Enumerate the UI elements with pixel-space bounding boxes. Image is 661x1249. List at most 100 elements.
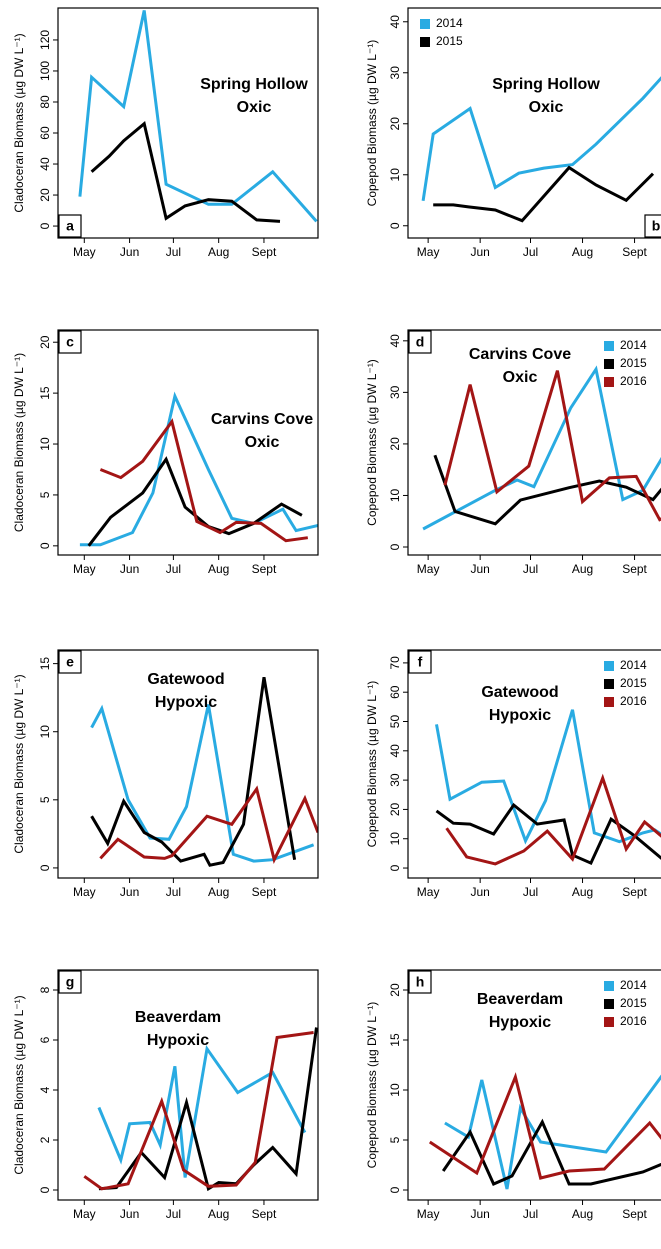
- data-line: [422, 365, 661, 531]
- panel-title: Oxic: [503, 369, 538, 386]
- panel-letter-box: [58, 970, 82, 994]
- panel-title: Carvins Cove: [469, 346, 571, 363]
- panel-title: Hypoxic: [155, 694, 217, 711]
- y-tick-label: 20: [38, 335, 52, 349]
- data-line: [444, 1074, 661, 1190]
- panel: 0 10 20 30 40 50 60 70 May Jun Jul Aug Sept Copepod B…: [365, 649, 661, 899]
- x-tick-label: Sept: [252, 1207, 277, 1221]
- x-tick-label: Aug: [208, 885, 229, 899]
- panel-title: Oxic: [529, 99, 564, 116]
- plot-frame: [407, 329, 661, 556]
- y-tick-label: 10: [388, 488, 402, 502]
- x-tick-label: Aug: [208, 1207, 229, 1221]
- panel-letter-box: [408, 330, 432, 354]
- panel-letter: e: [66, 654, 74, 670]
- x-tick-label: Sept: [622, 1207, 647, 1221]
- y-tick-label: 5: [38, 491, 52, 498]
- panel-title: Gatewood: [147, 671, 224, 688]
- x-tick-label: Sept: [622, 562, 647, 576]
- panel-title: Hypoxic: [489, 707, 551, 724]
- y-tick-label: 60: [38, 126, 52, 140]
- panel-letter-box: [58, 330, 82, 354]
- panel-title: Spring Hollow: [200, 76, 308, 93]
- x-tick-label: May: [73, 885, 96, 899]
- panel: 0 10 20 30 40 May Jun Jul Aug Sept Copepod Biomass…: [365, 329, 661, 576]
- panel-title: Oxic: [245, 434, 280, 451]
- data-line: [441, 1118, 661, 1186]
- x-tick-label: Sept: [622, 885, 647, 899]
- x-tick-label: Sept: [252, 885, 277, 899]
- panel-title: Carvins Cove: [211, 411, 313, 428]
- y-tick-label: 60: [388, 685, 402, 699]
- plot-frame: [407, 969, 661, 1201]
- x-tick-label: Aug: [208, 245, 229, 259]
- y-tick-label: 80: [38, 95, 52, 109]
- legend-swatch: [604, 1017, 614, 1027]
- x-tick-label: Jul: [523, 1207, 538, 1221]
- legend-swatch: [604, 981, 614, 991]
- data-line: [443, 370, 661, 522]
- y-tick-label: 6: [38, 1036, 52, 1043]
- data-line: [99, 785, 318, 865]
- y-tick-label: 20: [388, 117, 402, 131]
- legend-label: 2014: [620, 978, 647, 992]
- y-tick-label: 0: [38, 1186, 52, 1193]
- x-tick-label: Aug: [572, 885, 593, 899]
- y-tick-label: 20: [388, 437, 402, 451]
- x-tick-label: Jul: [166, 245, 181, 259]
- plot-frame: [407, 649, 661, 879]
- y-tick-label: 0: [388, 1186, 402, 1193]
- x-tick-label: May: [73, 245, 96, 259]
- x-tick-label: May: [417, 885, 440, 899]
- panel: 0 5 10 15 May Jun Jul Aug Sept Cladoceran Biomass…: [12, 649, 319, 899]
- legend-swatch: [604, 679, 614, 689]
- y-tick-label: 0: [38, 864, 52, 871]
- y-tick-label: 15: [388, 1033, 402, 1047]
- panel-title: Beaverdam: [135, 1009, 221, 1026]
- legend-label: 2014: [620, 658, 647, 672]
- plot-frame: [57, 969, 319, 1201]
- y-tick-label: 70: [388, 656, 402, 670]
- y-tick-label: 10: [388, 1083, 402, 1097]
- y-tick-label: 15: [38, 657, 52, 671]
- x-tick-label: Jun: [120, 885, 139, 899]
- y-tick-label: 40: [388, 15, 402, 29]
- y-tick-label: 8: [38, 986, 52, 993]
- data-line: [78, 10, 318, 223]
- y-axis-label: Copepod Biomass (µg DW L⁻¹): [365, 681, 379, 848]
- legend-label: 2016: [620, 694, 647, 708]
- data-line: [87, 456, 303, 547]
- x-tick-label: Jun: [470, 562, 489, 576]
- x-tick-label: Jul: [523, 562, 538, 576]
- y-tick-label: 120: [38, 30, 52, 50]
- x-tick-label: Jun: [470, 1207, 489, 1221]
- panel: 0 2 4 6 8 May Jun Jul Aug Sept Cladoceran Biomass …: [12, 969, 319, 1221]
- panel: 0 20 40 60 80 100 120 May Jun Jul Aug Sept Cladocera…: [12, 7, 319, 259]
- x-tick-label: Aug: [572, 1207, 593, 1221]
- y-tick-label: 10: [388, 168, 402, 182]
- legend-swatch: [604, 359, 614, 369]
- panel-title: Spring Hollow: [492, 76, 600, 93]
- x-tick-label: May: [417, 245, 440, 259]
- y-tick-label: 50: [388, 715, 402, 729]
- x-tick-label: May: [73, 562, 96, 576]
- x-tick-label: Aug: [572, 245, 593, 259]
- x-tick-label: Jun: [120, 245, 139, 259]
- panel-letter-box: [408, 970, 432, 994]
- y-tick-label: 30: [388, 385, 402, 399]
- legend-label: 2015: [620, 676, 647, 690]
- y-tick-label: 40: [38, 157, 52, 171]
- legend-swatch: [604, 697, 614, 707]
- y-tick-label: 0: [38, 222, 52, 229]
- x-tick-label: Sept: [252, 562, 277, 576]
- legend-label: 2016: [620, 374, 647, 388]
- y-tick-label: 5: [388, 1136, 402, 1143]
- y-tick-label: 5: [38, 796, 52, 803]
- y-tick-label: 20: [388, 802, 402, 816]
- data-line: [435, 802, 661, 866]
- legend-swatch: [604, 661, 614, 671]
- legend-swatch: [604, 999, 614, 1009]
- data-line: [421, 76, 661, 202]
- data-line: [83, 1031, 314, 1191]
- y-tick-label: 0: [388, 543, 402, 550]
